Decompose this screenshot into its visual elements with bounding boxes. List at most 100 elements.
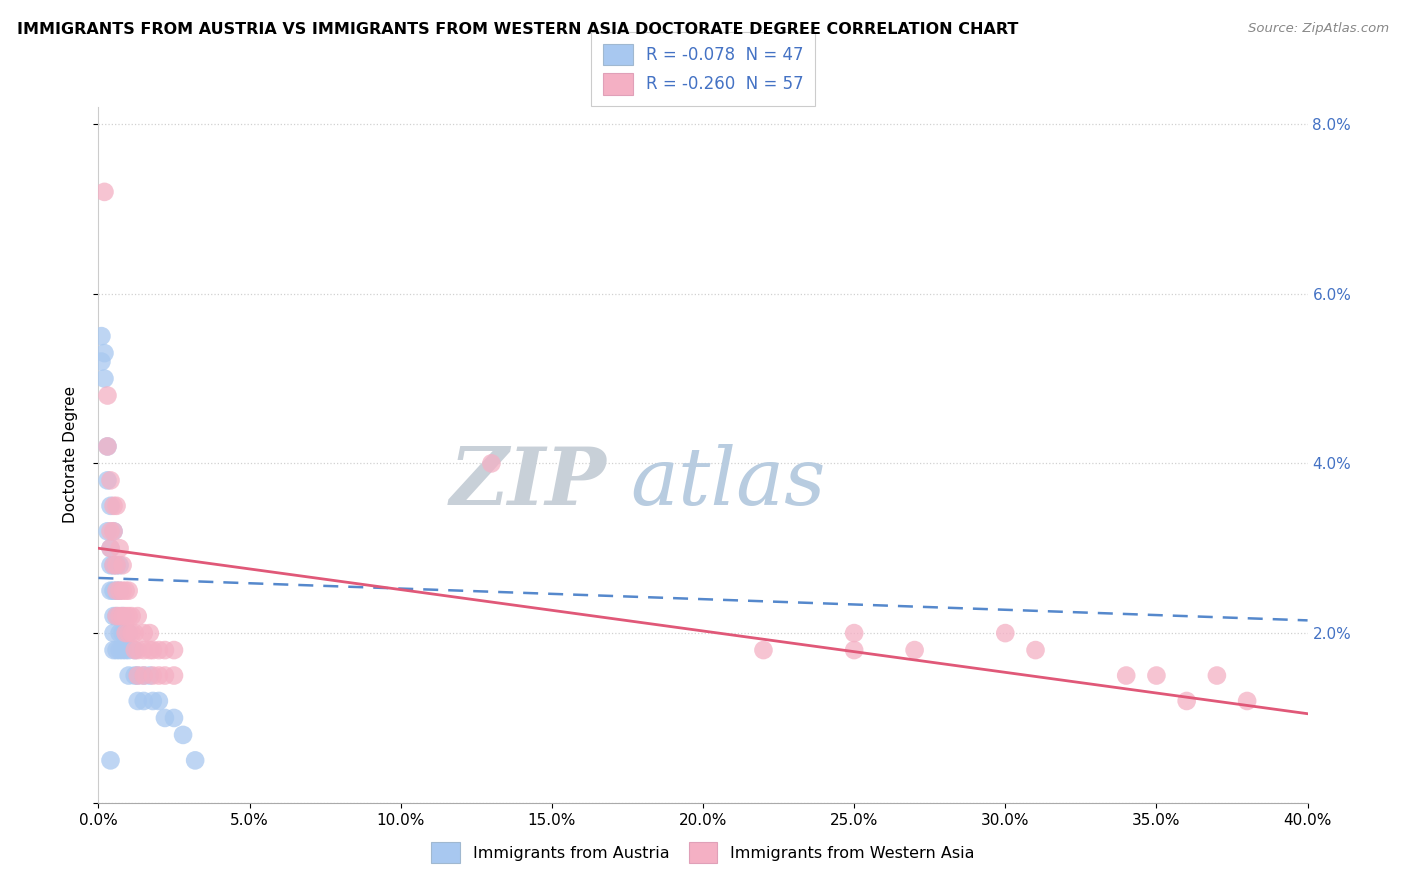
Point <box>105 558 128 573</box>
Point <box>114 643 136 657</box>
Legend: Immigrants from Austria, Immigrants from Western Asia: Immigrants from Austria, Immigrants from… <box>423 834 983 871</box>
Point <box>105 609 128 624</box>
Point <box>96 474 118 488</box>
Point <box>132 694 155 708</box>
Point <box>111 583 134 598</box>
Y-axis label: Doctorate Degree: Doctorate Degree <box>63 386 77 524</box>
Point <box>103 626 125 640</box>
Point <box>127 668 149 682</box>
Point <box>844 626 866 640</box>
Point <box>100 499 122 513</box>
Point <box>121 626 143 640</box>
Point <box>118 626 141 640</box>
Point <box>121 609 143 624</box>
Point <box>103 643 125 657</box>
Point <box>148 694 170 708</box>
Point <box>844 643 866 657</box>
Point <box>114 583 136 598</box>
Point <box>108 643 131 657</box>
Point <box>105 583 128 598</box>
Point <box>108 583 131 598</box>
Point <box>1175 694 1198 708</box>
Point <box>111 626 134 640</box>
Point <box>114 626 136 640</box>
Point <box>139 643 162 657</box>
Point <box>111 643 134 657</box>
Point <box>142 643 165 657</box>
Point <box>93 185 115 199</box>
Point <box>108 609 131 624</box>
Point <box>163 711 186 725</box>
Point <box>100 541 122 556</box>
Point <box>118 643 141 657</box>
Point <box>103 609 125 624</box>
Point <box>124 668 146 682</box>
Point <box>184 753 207 767</box>
Point <box>139 668 162 682</box>
Point <box>172 728 194 742</box>
Point <box>1115 668 1137 682</box>
Point <box>118 668 141 682</box>
Point <box>96 524 118 539</box>
Point <box>96 388 118 402</box>
Point <box>132 643 155 657</box>
Point <box>90 329 112 343</box>
Point <box>118 583 141 598</box>
Point <box>127 643 149 657</box>
Point <box>105 609 128 624</box>
Point <box>163 668 186 682</box>
Point <box>132 668 155 682</box>
Point <box>96 439 118 453</box>
Text: ZIP: ZIP <box>450 444 606 522</box>
Point <box>163 643 186 657</box>
Text: Source: ZipAtlas.com: Source: ZipAtlas.com <box>1249 22 1389 36</box>
Point <box>153 711 176 725</box>
Point <box>103 558 125 573</box>
Point <box>1236 694 1258 708</box>
Point <box>103 558 125 573</box>
Point <box>139 626 162 640</box>
Point <box>132 668 155 682</box>
Point <box>114 609 136 624</box>
Point <box>127 694 149 708</box>
Point <box>124 626 146 640</box>
Point <box>108 583 131 598</box>
Point <box>148 643 170 657</box>
Point <box>93 346 115 360</box>
Point <box>752 643 775 657</box>
Point <box>153 643 176 657</box>
Point <box>103 583 125 598</box>
Point <box>132 626 155 640</box>
Point <box>96 439 118 453</box>
Point <box>1144 668 1167 682</box>
Point <box>111 558 134 573</box>
Point <box>103 499 125 513</box>
Point <box>1206 668 1229 682</box>
Point <box>108 626 131 640</box>
Point <box>148 668 170 682</box>
Point <box>100 541 122 556</box>
Point <box>142 694 165 708</box>
Point <box>103 524 125 539</box>
Point <box>108 558 131 573</box>
Point <box>111 609 134 624</box>
Point <box>93 371 115 385</box>
Point <box>100 753 122 767</box>
Text: atlas: atlas <box>630 444 825 522</box>
Point <box>142 668 165 682</box>
Point <box>100 583 122 598</box>
Point <box>118 609 141 624</box>
Point <box>114 626 136 640</box>
Legend: R = -0.078  N = 47, R = -0.260  N = 57: R = -0.078 N = 47, R = -0.260 N = 57 <box>591 32 815 106</box>
Point <box>90 354 112 368</box>
Point <box>105 558 128 573</box>
Text: IMMIGRANTS FROM AUSTRIA VS IMMIGRANTS FROM WESTERN ASIA DOCTORATE DEGREE CORRELA: IMMIGRANTS FROM AUSTRIA VS IMMIGRANTS FR… <box>17 22 1018 37</box>
Point <box>1024 643 1046 657</box>
Point <box>118 626 141 640</box>
Point <box>105 583 128 598</box>
Point <box>127 609 149 624</box>
Point <box>100 474 122 488</box>
Point <box>127 668 149 682</box>
Point <box>105 499 128 513</box>
Point <box>100 524 122 539</box>
